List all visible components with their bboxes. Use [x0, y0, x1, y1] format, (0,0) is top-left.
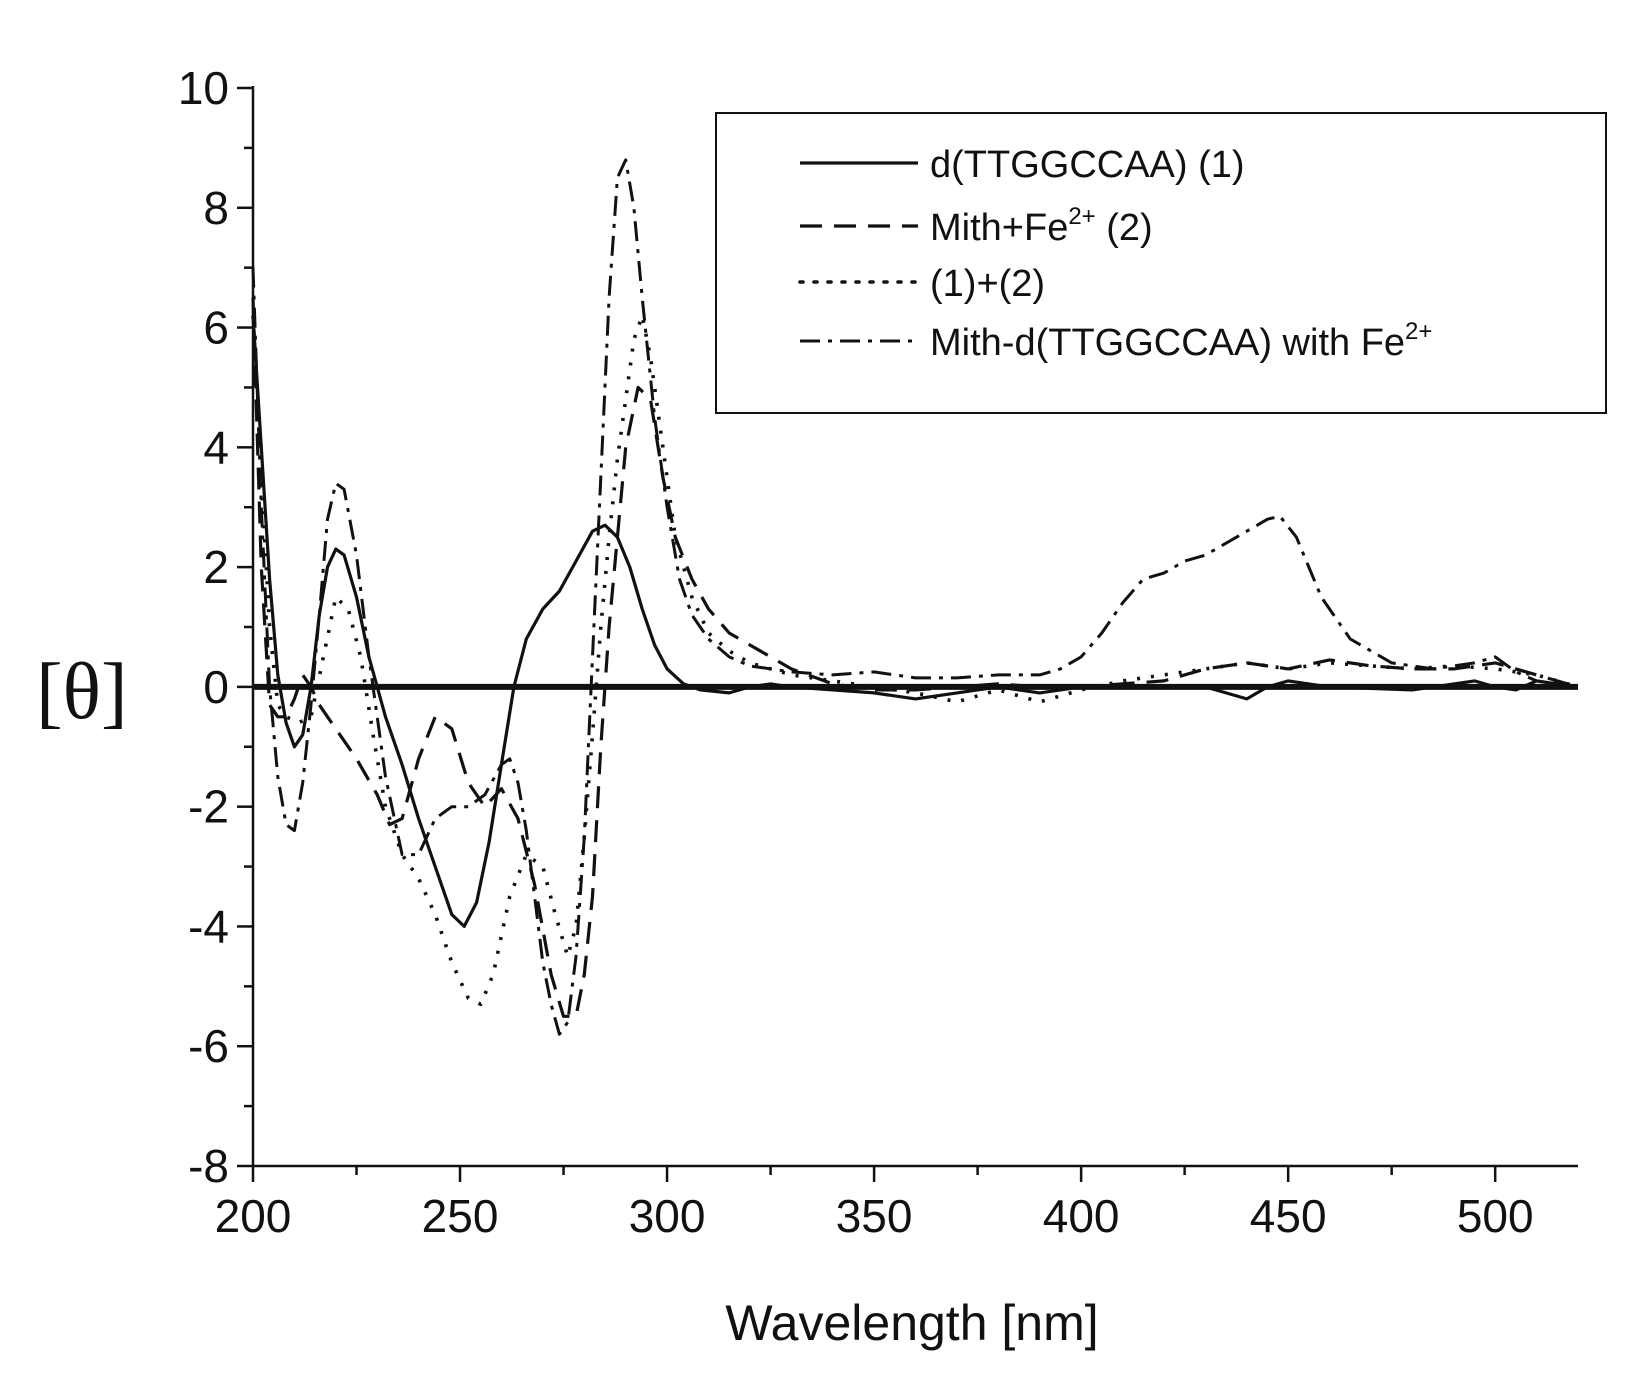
series-layer	[251, 158, 1579, 1036]
tick-labels: -8 -6 -4 -2 0 2 4 6 8 10 200 250 300 350 400 450 500	[178, 62, 1534, 1242]
x-axis-title: Wavelength [nm]	[725, 1295, 1098, 1351]
y-tick-label: -6	[188, 1020, 229, 1072]
x-tick-label: 350	[836, 1190, 913, 1242]
x-tick-label: 200	[215, 1190, 292, 1242]
y-axis-title: [θ]	[36, 648, 128, 736]
y-tick-label: 0	[203, 661, 229, 713]
series-line-2	[251, 297, 1579, 1018]
x-tick-label: 500	[1457, 1190, 1534, 1242]
axis-layer	[237, 86, 1578, 1182]
y-tick-label: 4	[203, 421, 229, 473]
y-tick-label: 6	[203, 302, 229, 354]
x-tick-label: 450	[1250, 1190, 1327, 1242]
legend-label-2: Mith+Fe2+ (2)	[930, 203, 1153, 249]
x-tick-label: 250	[422, 1190, 499, 1242]
legend-label-3: (1)+(2)	[930, 263, 1045, 305]
y-tick-label: -8	[188, 1140, 229, 1192]
y-axis-title-group: [θ]	[36, 648, 128, 736]
y-tick-label: 2	[203, 541, 229, 593]
x-tick-label: 300	[629, 1190, 706, 1242]
y-tick-label: 10	[178, 62, 229, 114]
y-tick-label: -2	[188, 781, 229, 833]
series-line-4	[251, 158, 1579, 1036]
x-tick-label: 400	[1043, 1190, 1120, 1242]
legend-label-1: d(TTGGCCAA) (1)	[930, 144, 1245, 186]
legend-label-4: Mith-d(TTGGCCAA) with Fe2+	[930, 318, 1432, 364]
legend: d(TTGGCCAA) (1) Mith+Fe2+ (2) (1)+(2) Mith-…	[715, 112, 1607, 414]
y-tick-label: -4	[188, 900, 229, 952]
y-tick-label: 8	[203, 182, 229, 234]
series-line-3	[251, 313, 1579, 1007]
